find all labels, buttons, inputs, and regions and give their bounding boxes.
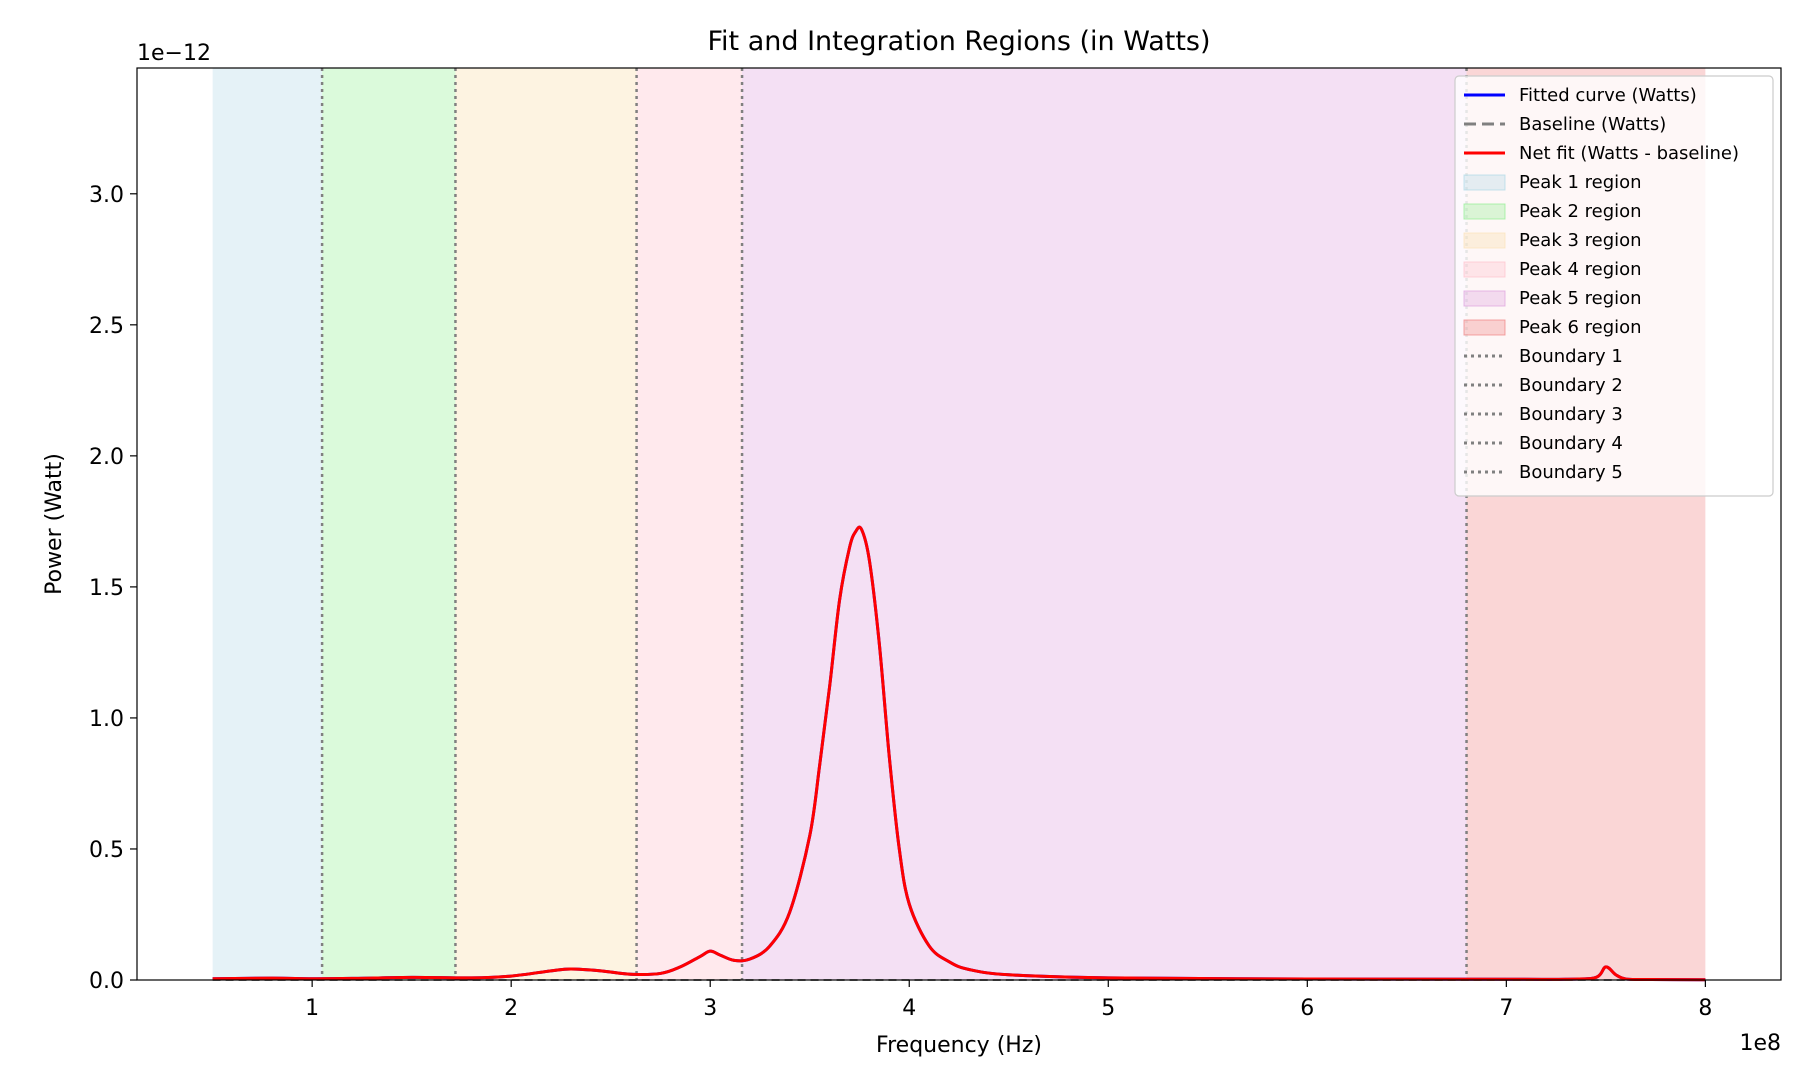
x-tick-label: 7 [1499,996,1513,1021]
legend-swatch [1463,174,1506,191]
y-tick-label: 1.5 [89,576,124,601]
legend-entry: Peak 5 region [1463,288,1642,309]
legend-entry: Net fit (Watts - baseline) [1464,143,1739,164]
region-peak-5 [742,68,1467,980]
legend-label: Peak 5 region [1519,288,1642,309]
legend-entry: Boundary 5 [1464,462,1623,483]
x-axis: 1 2 3 4 5 6 7 8 [305,980,1712,1021]
x-tick-label: 2 [504,996,518,1021]
legend-entry: Boundary 4 [1464,433,1623,454]
legend: Fitted curve (Watts) Baseline (Watts) Net … [1454,75,1774,497]
legend-swatch [1463,261,1506,278]
legend-label: Peak 4 region [1519,259,1642,280]
x-axis-label: Frequency (Hz) [876,1033,1042,1058]
legend-entry: Boundary 1 [1464,346,1623,367]
region-peak-1 [212,68,323,980]
legend-label: Boundary 5 [1519,462,1623,483]
legend-entry: Fitted curve (Watts) [1464,85,1697,106]
legend-swatch [1463,203,1506,220]
y-tick-label: 0.5 [89,838,124,863]
legend-swatch [1463,290,1506,307]
x-tick-label: 4 [902,996,916,1021]
legend-label: Peak 6 region [1519,317,1642,338]
y-scale-label: 1e−12 [137,41,211,66]
legend-entry: Boundary 3 [1464,404,1623,425]
legend-label: Baseline (Watts) [1519,114,1666,135]
legend-box [1454,75,1774,497]
legend-swatch [1463,319,1506,336]
legend-label: Boundary 1 [1519,346,1623,367]
legend-label: Fitted curve (Watts) [1519,85,1697,106]
legend-label: Net fit (Watts - baseline) [1519,143,1739,164]
region-peak-4 [636,68,743,980]
legend-label: Boundary 2 [1519,375,1623,396]
y-tick-label: 0.0 [89,969,124,994]
x-tick-label: 1 [305,996,319,1021]
y-tick-label: 1.0 [89,707,124,732]
legend-entry: Boundary 2 [1464,375,1623,396]
x-tick-label: 3 [703,996,717,1021]
legend-entry: Peak 1 region [1463,172,1642,193]
x-tick-label: 6 [1300,996,1314,1021]
net-fit-line [212,525,1706,982]
legend-entry: Baseline (Watts) [1464,114,1666,135]
legend-label: Peak 1 region [1519,172,1642,193]
boundaries-layer [320,68,1468,980]
x-scale-label: 1e8 [1739,1031,1781,1056]
y-tick-label: 2.0 [89,445,124,470]
y-axis: 0.0 0.5 1.0 1.5 2.0 2.5 3.0 [89,183,137,994]
legend-label: Peak 3 region [1519,230,1642,251]
x-tick-label: 5 [1101,996,1115,1021]
legend-entry: Peak 3 region [1463,230,1642,251]
legend-entry: Peak 2 region [1463,201,1642,222]
y-tick-label: 3.0 [89,183,124,208]
legend-entry: Peak 4 region [1463,259,1642,280]
y-axis-label: Power (Watt) [42,453,67,595]
regions-layer [212,68,1706,980]
legend-swatch [1463,232,1506,249]
chart-title: Fit and Integration Regions (in Watts) [707,26,1210,57]
region-peak-2 [322,68,456,980]
plot-frame [136,67,1782,981]
legend-label: Peak 2 region [1519,201,1642,222]
y-tick-label: 2.5 [89,314,124,339]
x-tick-label: 8 [1698,996,1712,1021]
legend-entry: Peak 6 region [1463,317,1642,338]
region-peak-3 [455,68,637,980]
legend-label: Boundary 4 [1519,433,1623,454]
legend-label: Boundary 3 [1519,404,1623,425]
